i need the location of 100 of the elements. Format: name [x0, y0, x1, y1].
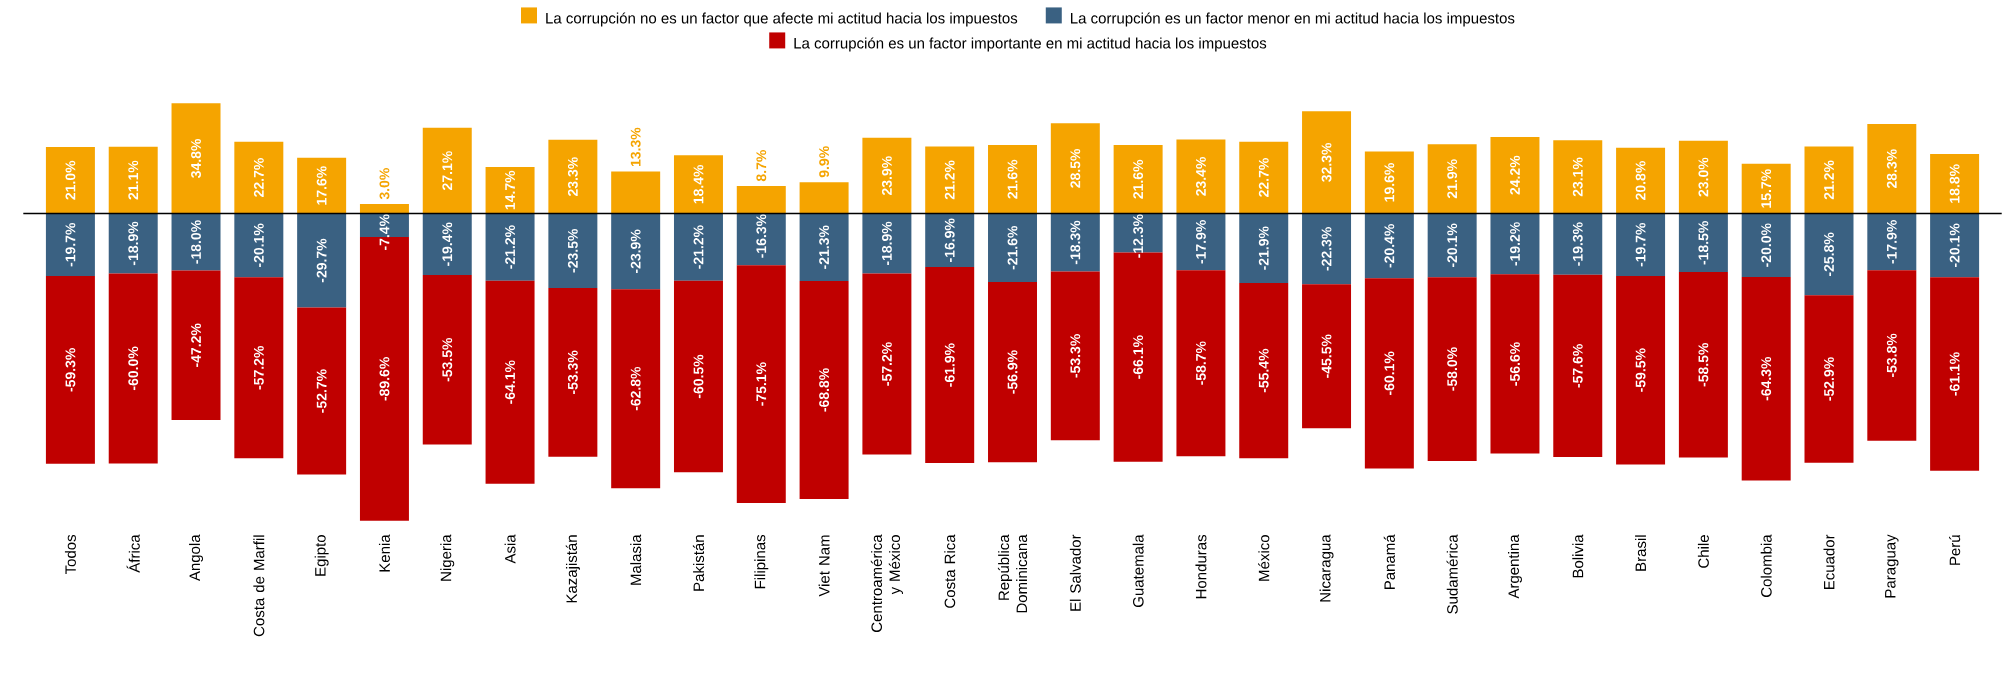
bar	[234, 213, 284, 278]
x-tick-label: Nigeria	[440, 534, 455, 581]
bar	[611, 289, 661, 489]
bar	[1113, 145, 1163, 214]
bar	[1930, 213, 1980, 278]
bar	[1741, 163, 1791, 214]
data-label: -58.5%	[1698, 342, 1709, 387]
x-tick-label: Paraguay	[1885, 534, 1899, 598]
bar	[359, 204, 409, 214]
data-label: -60.0%	[128, 346, 139, 391]
bar	[422, 274, 472, 445]
bar	[1364, 278, 1414, 469]
bar	[171, 103, 221, 214]
data-label: -21.6%	[1007, 225, 1018, 270]
bar	[548, 213, 598, 288]
data-label: 23.1%	[1572, 157, 1583, 197]
bar	[1490, 274, 1540, 454]
data-label: -19.2%	[1510, 222, 1520, 266]
data-label: 19.6%	[1384, 163, 1395, 202]
data-label: 20.8%	[1635, 161, 1646, 200]
x-tick-label: Kenia	[378, 534, 390, 572]
data-label: -61.9%	[944, 343, 955, 387]
bar	[1930, 153, 1980, 214]
data-label: -16.3%	[756, 214, 767, 258]
bar	[297, 213, 347, 308]
bar	[1678, 272, 1728, 458]
bar	[1867, 213, 1917, 271]
data-label: -59.3%	[65, 348, 76, 392]
x-tick-label: Centroamérica y México	[870, 534, 903, 633]
data-label: -17.9%	[1886, 220, 1897, 264]
data-label: 21.2%	[1824, 160, 1834, 200]
data-label: 24.2%	[1510, 155, 1520, 195]
bar	[1050, 213, 1100, 272]
x-tick-label: Colombia	[1760, 534, 1772, 597]
data-label: 21.1%	[128, 160, 139, 200]
x-tick-label: Panamá	[1383, 534, 1395, 590]
bar	[862, 273, 912, 455]
bar	[673, 155, 723, 214]
data-label: -56.6%	[1510, 342, 1520, 386]
x-tick-label: Malasia	[630, 534, 642, 585]
bar	[862, 137, 912, 214]
x-tick-label: Chile	[1697, 535, 1709, 568]
bar	[1427, 213, 1477, 278]
data-label: 21.6%	[1133, 159, 1144, 199]
data-label: -18.9%	[881, 221, 892, 266]
bar	[1302, 111, 1352, 214]
bar	[736, 185, 786, 214]
bar	[1427, 144, 1477, 214]
bar	[988, 213, 1038, 282]
bar	[1741, 276, 1791, 481]
data-label: -45.5%	[1321, 334, 1332, 378]
bar	[1616, 275, 1666, 465]
bar	[1239, 141, 1289, 214]
legend-label: La corrupción es un factor menor en mi actitud hacia los impuestos	[1071, 12, 1515, 27]
x-tick-label: Ecuador	[1823, 534, 1835, 590]
data-label: 18.4%	[693, 164, 704, 204]
data-label: -25.8%	[1824, 232, 1834, 277]
data-label: -18.0%	[191, 220, 201, 264]
bar	[1804, 146, 1854, 214]
x-tick-label: Perú	[1949, 535, 1961, 565]
bar	[422, 213, 472, 275]
data-label: -18.9%	[128, 221, 139, 266]
legend-label: La corrupción no es un factor que afecte mi actitud hacia los impuestos	[546, 12, 1018, 27]
data-label: -64.3%	[1761, 356, 1772, 401]
bar	[988, 145, 1038, 214]
data-label: -20.4%	[1384, 224, 1395, 268]
bar	[1050, 271, 1100, 441]
data-label: -57.6%	[1572, 344, 1583, 388]
bar	[485, 166, 535, 214]
x-tick-label: Pakistán	[692, 535, 705, 591]
data-label: -20.0%	[1761, 223, 1772, 267]
bar	[925, 267, 975, 464]
bar	[297, 307, 347, 475]
x-tick-label: Kazajistán	[565, 535, 580, 603]
bar	[548, 287, 598, 457]
x-tick-label: África	[126, 534, 140, 573]
bar	[1176, 139, 1226, 214]
data-label: -53.5%	[442, 337, 453, 382]
data-label: -19.3%	[1572, 222, 1583, 266]
data-label: -68.8%	[819, 368, 830, 412]
data-label: -20.1%	[1949, 223, 1960, 268]
bar	[485, 213, 535, 281]
data-label: -23.9%	[630, 229, 641, 274]
data-label: 21.2%	[944, 160, 955, 200]
bar	[799, 182, 849, 214]
x-tick-label: Argentina	[1507, 534, 1522, 599]
bar	[736, 213, 786, 266]
bar	[1678, 140, 1728, 214]
bar	[1616, 213, 1666, 276]
bar	[799, 280, 849, 499]
bar	[1930, 277, 1980, 471]
bar	[1490, 213, 1540, 275]
x-tick-label: Costa Rica	[944, 534, 956, 608]
x-tick-label: Guatemala	[1132, 534, 1144, 608]
bar	[1490, 136, 1540, 214]
data-label: -61.1%	[1949, 352, 1960, 396]
x-tick-label: El Salvador	[1069, 534, 1081, 611]
data-label: 9.9%	[819, 146, 830, 178]
bar	[45, 275, 95, 464]
data-label: -56.9%	[1007, 350, 1018, 394]
